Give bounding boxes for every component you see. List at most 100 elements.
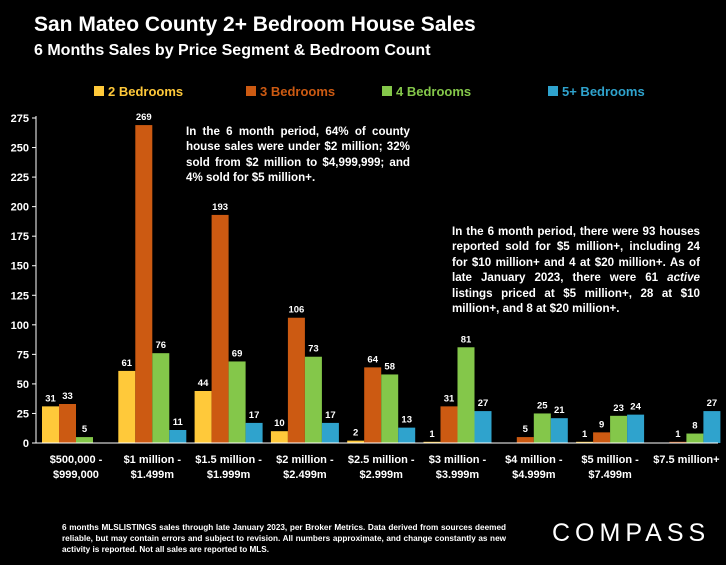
data-label: 81: [461, 334, 472, 345]
legend-item-3-bedrooms: 3 Bedrooms: [246, 84, 335, 99]
y-tick-label: 225: [11, 172, 29, 184]
data-label: 69: [232, 348, 243, 359]
annotation-text-emphasis: active: [667, 271, 700, 285]
data-label: 58: [384, 361, 395, 372]
data-label: 31: [444, 393, 455, 404]
y-tick-label: 25: [17, 408, 29, 420]
y-tick-label: 200: [11, 202, 29, 214]
x-tick-label: $2.5 million -: [348, 454, 415, 466]
bar: [245, 422, 263, 443]
x-tick-label: $1 million -: [124, 454, 182, 466]
data-label: 9: [599, 419, 604, 430]
bar: [550, 418, 568, 443]
legend-swatch: [246, 86, 256, 96]
legend-label: 2 Bedrooms: [108, 84, 184, 99]
data-label: 27: [478, 398, 489, 409]
bar: [287, 317, 305, 443]
bar: [669, 441, 687, 443]
data-label: 13: [401, 415, 412, 426]
data-label: 269: [136, 112, 152, 123]
annotation-price-share: In the 6 month period, 64% of county hou…: [186, 125, 410, 185]
bar: [610, 415, 628, 443]
bar: [42, 406, 59, 443]
bar: [270, 431, 288, 443]
bar: [593, 432, 611, 443]
bar: [118, 370, 136, 443]
legend-item-4-bedrooms: 4 Bedrooms: [382, 84, 471, 99]
bar: [398, 427, 416, 443]
data-label: 5: [523, 424, 529, 435]
legend-label: 5+ Bedrooms: [562, 84, 645, 99]
x-tick-label: $2.499m: [283, 469, 327, 481]
data-label: 17: [249, 410, 260, 421]
legend: 2 Bedrooms 3 Bedrooms 4 Bedrooms 5+ Bedr…: [0, 84, 726, 102]
x-tick-label: $4 million -: [505, 454, 563, 466]
data-label: 5: [82, 424, 88, 435]
legend-swatch: [382, 86, 392, 96]
y-tick-label: 50: [17, 379, 29, 391]
data-label: 2: [353, 428, 358, 439]
bar: [440, 406, 458, 443]
data-label: 21: [554, 405, 565, 416]
bar: [381, 374, 399, 443]
data-label: 64: [367, 354, 378, 365]
bar: [321, 422, 339, 443]
x-tick-label: $3 million -: [429, 454, 487, 466]
data-label: 73: [308, 344, 319, 355]
bar: [627, 414, 645, 443]
compass-logo: COMPASS: [552, 519, 711, 547]
data-label: 17: [325, 410, 336, 421]
bar: [59, 404, 76, 443]
bar: [533, 413, 551, 443]
x-tick-label: $999,000: [53, 469, 99, 481]
bar: [135, 125, 153, 443]
data-label: 11: [173, 417, 184, 428]
y-tick-label: 150: [11, 261, 29, 273]
legend-item-2-bedrooms: 2 Bedrooms: [94, 84, 183, 99]
chart-subtitle: 6 Months Sales by Price Segment & Bedroo…: [34, 42, 431, 59]
data-label: 1: [582, 429, 588, 440]
bar: [169, 430, 187, 443]
bar: [423, 441, 441, 443]
annotation-text: In the 6 month period, there were 93 hou…: [452, 225, 700, 285]
annotation-luxury-sales: In the 6 month period, there were 93 hou…: [452, 224, 700, 316]
data-label: 1: [675, 429, 681, 440]
legend-label: 4 Bedrooms: [396, 84, 472, 99]
data-label: 1: [429, 429, 435, 440]
data-label: 33: [62, 391, 73, 402]
x-tick-label: $2.999m: [359, 469, 403, 481]
bar: [686, 433, 704, 443]
bar: [211, 214, 229, 443]
legend-label: 3 Bedrooms: [260, 84, 336, 99]
data-label: 27: [707, 398, 718, 409]
chart-title: San Mateo County 2+ Bedroom House Sales: [34, 13, 476, 36]
legend-swatch: [548, 86, 558, 96]
bar: [228, 361, 246, 443]
y-tick-label: 75: [17, 349, 29, 361]
bar: [576, 441, 594, 443]
bar: [457, 347, 475, 443]
data-label: 24: [630, 402, 641, 413]
x-tick-label: $5 million -: [581, 454, 639, 466]
legend-swatch: [94, 86, 104, 96]
bar: [76, 437, 93, 443]
y-tick-label: 275: [11, 113, 29, 125]
x-tick-label: $4.999m: [512, 469, 556, 481]
y-tick-label: 250: [11, 143, 29, 155]
data-label: 8: [692, 421, 697, 432]
x-tick-label: $1.999m: [207, 469, 251, 481]
y-tick-label: 125: [11, 290, 29, 302]
bar: [152, 353, 170, 443]
x-tick-label: $2 million -: [276, 454, 334, 466]
bar: [194, 391, 212, 443]
y-tick-label: 100: [11, 320, 29, 332]
data-label: 76: [156, 340, 167, 351]
data-label: 10: [274, 418, 285, 429]
legend-item-5-bedrooms: 5+ Bedrooms: [548, 84, 645, 99]
annotation-text: listings priced at $5 million+, 28 at $1…: [452, 286, 700, 316]
x-tick-label: $1.499m: [131, 469, 175, 481]
footer-source-note: 6 months MLSLISTINGS sales through late …: [62, 523, 506, 555]
data-label: 25: [537, 400, 548, 411]
data-label: 106: [288, 305, 304, 316]
